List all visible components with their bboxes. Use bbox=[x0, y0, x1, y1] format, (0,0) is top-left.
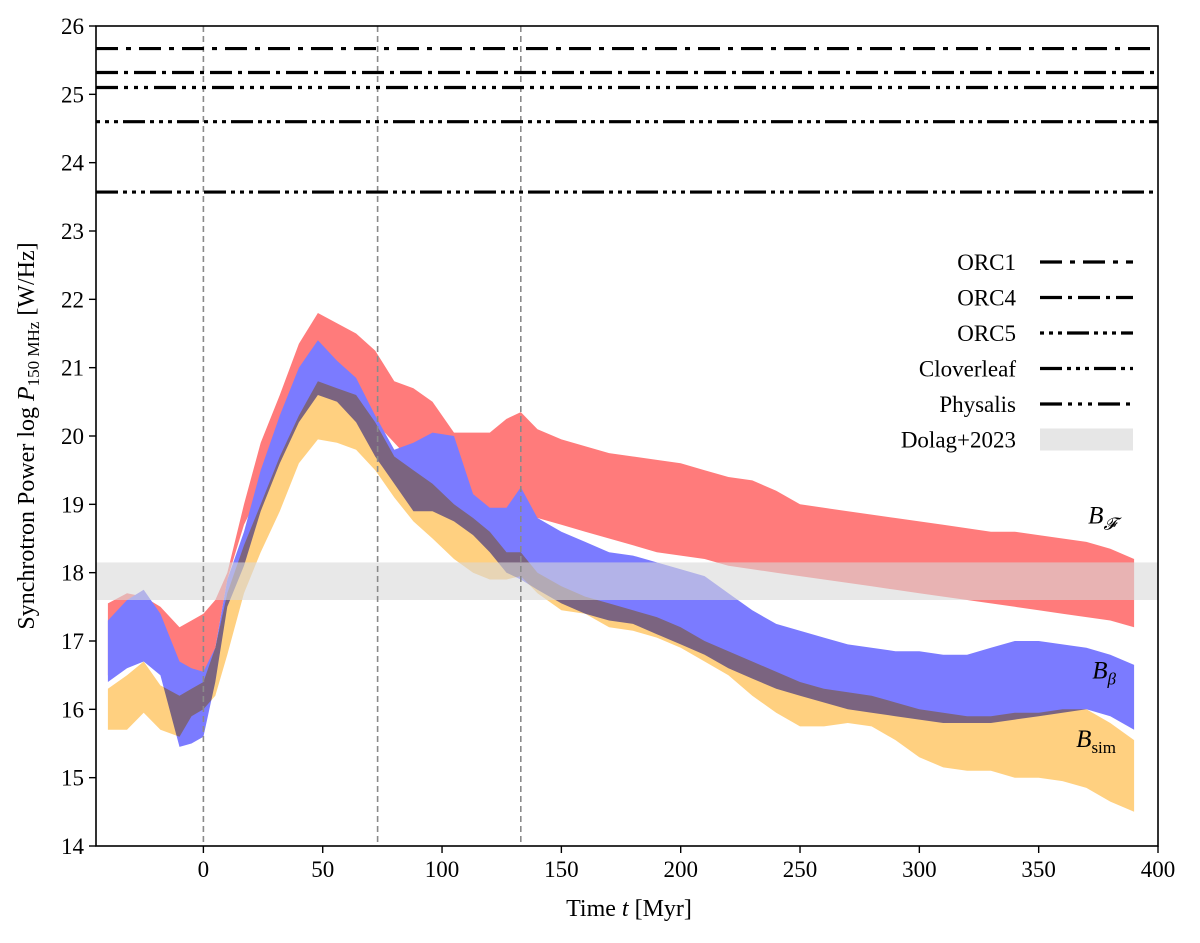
y-tick-label: 22 bbox=[61, 287, 84, 312]
legend: ORC1 ORC4 ORC5 Cloverleaf Physalis Dolag+2023 bbox=[901, 250, 1133, 453]
y-tick-label: 21 bbox=[61, 356, 84, 381]
x-tick-label: 200 bbox=[663, 857, 698, 882]
dolag-band bbox=[96, 562, 1158, 600]
y-tick-label: 18 bbox=[61, 561, 84, 586]
x-tick-label: 0 bbox=[198, 857, 210, 882]
x-axis-label: Time t [Myr] bbox=[566, 896, 692, 922]
band-label-b-beta: Bβ bbox=[1092, 658, 1116, 689]
y-tick-label: 24 bbox=[61, 151, 85, 176]
y-axis-label: Synchrotron Power log P150 MHz [W/Hz] bbox=[14, 242, 43, 629]
x-tick-label: 400 bbox=[1141, 857, 1176, 882]
band-layer bbox=[107, 313, 1135, 812]
legend-label-cloverleaf: Cloverleaf bbox=[919, 357, 1016, 382]
y-tick-label: 25 bbox=[61, 82, 84, 107]
legend-label-orc5: ORC5 bbox=[957, 321, 1016, 346]
x-tick-label: 150 bbox=[544, 857, 579, 882]
overlay-layer bbox=[96, 26, 1158, 846]
y-tick-label: 23 bbox=[61, 219, 84, 244]
x-tick-label: 250 bbox=[783, 857, 818, 882]
band-b-sim bbox=[107, 381, 1135, 812]
x-tick-label: 100 bbox=[425, 857, 460, 882]
y-tick-label: 17 bbox=[61, 629, 84, 654]
y-tick-label: 26 bbox=[61, 14, 84, 39]
x-tick-label: 300 bbox=[902, 857, 937, 882]
axes-layer: 0 50 100 150 200 250 300 350 400 14 15 16 17 18 19 20 21… bbox=[61, 14, 1175, 882]
legend-label-orc4: ORC4 bbox=[957, 286, 1016, 311]
x-tick-label: 50 bbox=[311, 857, 334, 882]
y-tick-label: 15 bbox=[61, 766, 84, 791]
y-tick-label: 19 bbox=[61, 492, 84, 517]
legend-label-dolag: Dolag+2023 bbox=[901, 428, 1016, 453]
legend-label-orc1: ORC1 bbox=[957, 250, 1016, 275]
band-label-b-f: B𝓕 bbox=[1088, 502, 1122, 533]
band-label-b-sim: Bsim bbox=[1076, 726, 1116, 757]
legend-swatch-dolag bbox=[1040, 428, 1133, 451]
y-tick-label: 20 bbox=[61, 424, 84, 449]
band-b-beta bbox=[107, 340, 1135, 747]
y-tick-label: 16 bbox=[61, 697, 84, 722]
legend-label-physalis: Physalis bbox=[939, 392, 1016, 417]
x-tick-label: 350 bbox=[1021, 857, 1056, 882]
y-tick-label: 14 bbox=[61, 834, 85, 859]
